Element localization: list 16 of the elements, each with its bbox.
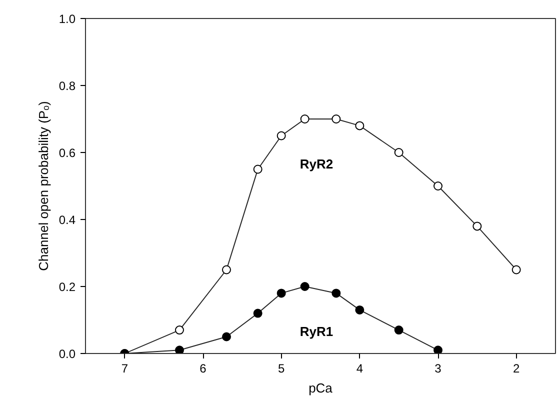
- text: RyR1: [300, 324, 334, 339]
- y-tick-label: 0.6: [58, 146, 76, 160]
- y-tick-label: 0.4: [58, 213, 76, 227]
- x-tick-label: 6: [200, 362, 207, 376]
- x-tick-label: 7: [121, 362, 128, 376]
- x-tick-label: 2: [512, 362, 520, 376]
- y-tick-label: 0.8: [58, 79, 76, 93]
- y-tick-label: 1.0: [58, 12, 76, 26]
- series-label: RyR2: [300, 156, 334, 172]
- y-axis-title: Channel open probability (Pₒ): [36, 101, 51, 271]
- x-tick-label: 5: [278, 362, 285, 376]
- x-tick-label: 3: [434, 362, 442, 376]
- y-tick-label: 0.2: [58, 280, 76, 294]
- x-axis-title: pCa: [308, 380, 334, 396]
- y-tick-label: 0.0: [58, 347, 76, 361]
- x-tick-label: 4: [356, 362, 364, 376]
